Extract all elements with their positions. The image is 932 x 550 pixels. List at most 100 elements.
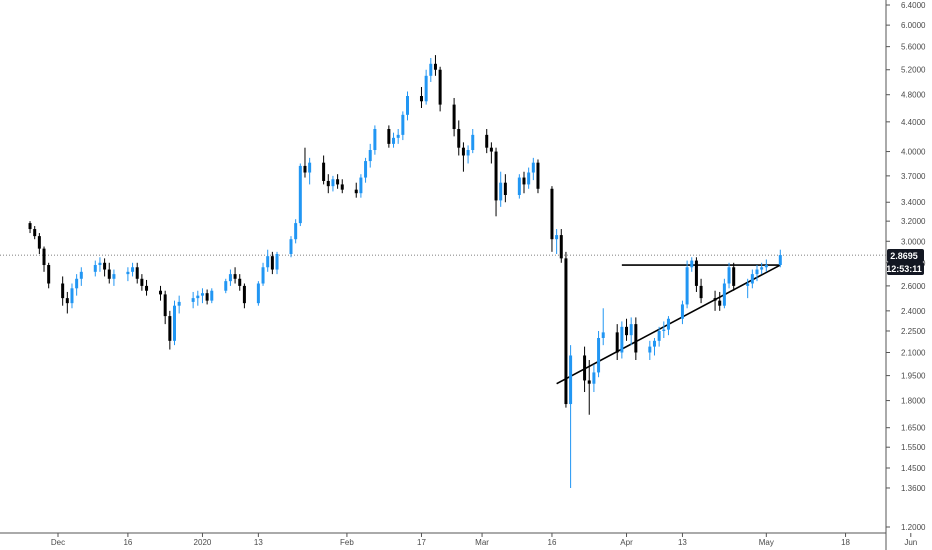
candle [326, 174, 330, 194]
candle [308, 157, 312, 185]
candle-body [406, 96, 409, 115]
current-price-label-bg [887, 249, 924, 262]
candle-body [778, 255, 782, 266]
candle-body [583, 355, 587, 381]
candle [401, 111, 405, 141]
candle-body [494, 151, 498, 201]
candle [173, 300, 176, 346]
candle-body [173, 305, 176, 341]
candle-body [438, 69, 442, 105]
candle-body [177, 301, 181, 306]
candle-body [569, 355, 573, 405]
candle-body [79, 271, 83, 279]
price-tick-label: 3.4000 [901, 198, 926, 207]
candle [65, 291, 69, 314]
price-tick-label: 4.8000 [901, 91, 926, 100]
candle-body [457, 129, 461, 148]
candle-body [103, 262, 107, 270]
candle-body [592, 372, 596, 384]
candle-body [326, 180, 330, 187]
time-axis[interactable]: Dec 16 2020 13 Feb 17 Mar 16 Apr 13 May 18 Jun [51, 533, 917, 547]
candle [205, 289, 209, 305]
candle-body [336, 179, 340, 185]
candle [289, 236, 293, 258]
candle-body [401, 114, 405, 135]
candle-body [503, 182, 507, 195]
candle-body [168, 316, 172, 341]
candle [270, 251, 274, 275]
candle-body [527, 172, 531, 185]
candle [471, 129, 475, 154]
time-tick-label: 17 [417, 538, 426, 547]
candle-body [485, 134, 489, 148]
candle-body [587, 380, 591, 384]
countdown-value: 12:53:11 [886, 264, 922, 274]
candle-body [191, 298, 195, 302]
candle [536, 159, 540, 194]
candle-body [373, 129, 377, 151]
candle [47, 262, 51, 289]
candle-body [308, 162, 312, 173]
candle [527, 167, 531, 189]
candle [61, 276, 65, 306]
candle-body [694, 260, 698, 286]
price-tick-label: 6.0000 [901, 21, 926, 30]
candle-body [429, 63, 433, 76]
candle [228, 269, 232, 286]
price-tick-label: 1.4500 [901, 464, 926, 473]
candle-body [205, 293, 209, 301]
candle-body [98, 262, 102, 266]
candle [177, 295, 181, 314]
candle-body [126, 271, 130, 275]
candle [634, 317, 638, 361]
price-tick-label: 1.5500 [901, 443, 926, 452]
candle [159, 285, 163, 301]
candle-body [760, 267, 764, 270]
price-tick-label: 2.2500 [901, 327, 926, 336]
candle [368, 143, 372, 168]
candle [666, 316, 670, 336]
candle [42, 246, 46, 272]
candle-body [499, 182, 503, 201]
candle [620, 321, 624, 359]
candle-body [233, 274, 237, 279]
price-tick-label: 1.3600 [901, 484, 926, 493]
candle [499, 171, 503, 207]
time-tick-label: 16 [548, 538, 557, 547]
candle [746, 278, 750, 299]
candle [298, 163, 302, 227]
candle-body [294, 223, 298, 240]
candle [135, 262, 139, 284]
time-tick-label: 2020 [194, 538, 212, 547]
candle-body [93, 265, 97, 272]
countdown-label-bg [887, 262, 924, 275]
candle [592, 364, 596, 393]
candle-body [224, 281, 228, 291]
candle [256, 281, 260, 306]
candle [657, 326, 661, 347]
current-price-value: 2.8695 [890, 251, 918, 261]
candle-body [690, 260, 694, 268]
candle [625, 318, 629, 341]
candle [629, 317, 633, 346]
candle-body [196, 295, 200, 299]
candle [569, 345, 573, 488]
candle [713, 290, 717, 311]
candle-body [648, 346, 652, 353]
candle-body [662, 329, 666, 331]
candle [587, 360, 591, 415]
candle [452, 97, 456, 137]
candle [755, 265, 759, 282]
candle-body [657, 330, 661, 341]
candle [583, 346, 587, 393]
candle [387, 125, 391, 148]
candle-body [433, 63, 437, 70]
candle [531, 157, 535, 181]
candle [364, 157, 368, 183]
candle-body [242, 285, 246, 304]
candle [93, 260, 97, 277]
candle [340, 179, 344, 194]
candle [191, 291, 195, 309]
candle [457, 120, 461, 156]
candle [294, 219, 298, 244]
